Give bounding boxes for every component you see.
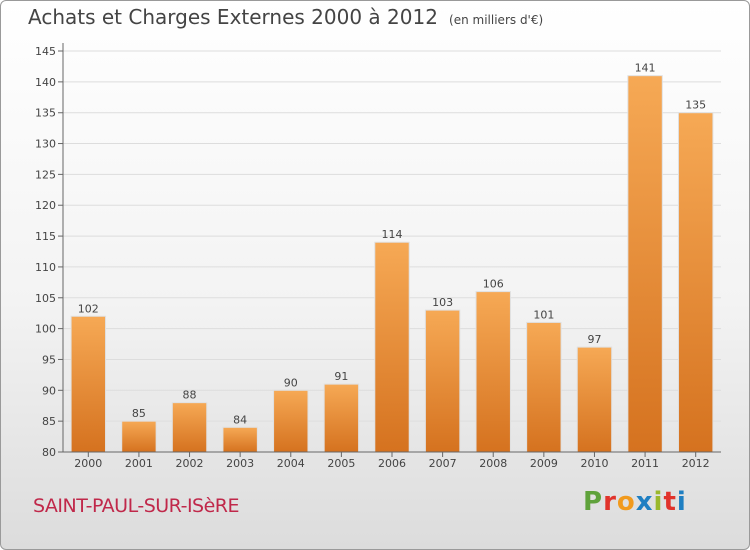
y-tick-label: 85 (42, 415, 56, 428)
bar-value-label: 85 (132, 407, 146, 420)
x-tick-label: 2008 (479, 457, 507, 470)
bar-2007 (424, 309, 461, 453)
brand-logo: Proxiti (583, 487, 687, 517)
bar-value-label: 91 (334, 370, 348, 383)
bar-2012 (677, 112, 714, 453)
x-tick-label: 2011 (631, 457, 659, 470)
x-tick-label: 2005 (327, 457, 355, 470)
bar-2011 (627, 75, 663, 453)
bar-value-label: 88 (183, 389, 197, 402)
x-tick-label: 2009 (530, 457, 558, 470)
y-tick-label: 120 (35, 199, 56, 212)
bar-2010 (576, 346, 613, 453)
bar-value-label: 141 (635, 62, 656, 75)
chart-unit: (en milliers d'€) (449, 13, 544, 27)
bar-value-label: 103 (432, 296, 453, 309)
bar-2008 (475, 291, 511, 453)
bar-value-label: 97 (587, 333, 601, 346)
bar-value-label: 101 (533, 308, 554, 321)
x-tick-label: 2012 (682, 457, 710, 470)
y-tick-label: 110 (35, 261, 56, 274)
bar-2000 (70, 315, 107, 453)
bar-value-label: 90 (284, 376, 298, 389)
y-tick-label: 130 (35, 138, 56, 151)
bar-value-label: 114 (382, 228, 403, 241)
x-tick-label: 2004 (277, 457, 305, 470)
bar-2004 (273, 389, 309, 453)
y-tick-label: 125 (35, 168, 56, 181)
y-tick-label: 115 (35, 230, 56, 243)
x-tick-label: 2003 (226, 457, 254, 470)
bar-2003 (222, 426, 258, 453)
x-tick-label: 2000 (74, 457, 102, 470)
bar-value-label: 102 (78, 302, 99, 315)
y-tick-label: 135 (35, 107, 56, 120)
bar-2006 (374, 241, 410, 453)
bar-value-label: 106 (483, 278, 504, 291)
chart-title: Achats et Charges Externes 2000 à 2012 (28, 5, 438, 29)
bar-2001 (121, 420, 157, 453)
x-tick-label: 2002 (176, 457, 204, 470)
bar-value-label: 135 (685, 99, 706, 112)
bar-2002 (171, 402, 208, 453)
chart-title-row: Achats et Charges Externes 2000 à 2012 (… (28, 5, 543, 29)
y-tick-label: 100 (35, 323, 56, 336)
bar-2005 (323, 383, 360, 453)
x-tick-label: 2007 (429, 457, 457, 470)
y-tick-label: 80 (42, 446, 56, 459)
bar-value-label: 84 (233, 413, 247, 426)
bar-2009 (526, 321, 562, 453)
y-tick-label: 145 (35, 45, 56, 58)
x-tick-label: 2006 (378, 457, 406, 470)
y-tick-label: 95 (42, 353, 56, 366)
x-tick-label: 2001 (125, 457, 153, 470)
y-tick-label: 140 (35, 76, 56, 89)
x-tick-label: 2010 (580, 457, 608, 470)
location-name: SAINT-PAUL-SUR-ISèRE (33, 495, 240, 517)
y-tick-label: 105 (35, 292, 56, 305)
y-tick-label: 90 (42, 384, 56, 397)
